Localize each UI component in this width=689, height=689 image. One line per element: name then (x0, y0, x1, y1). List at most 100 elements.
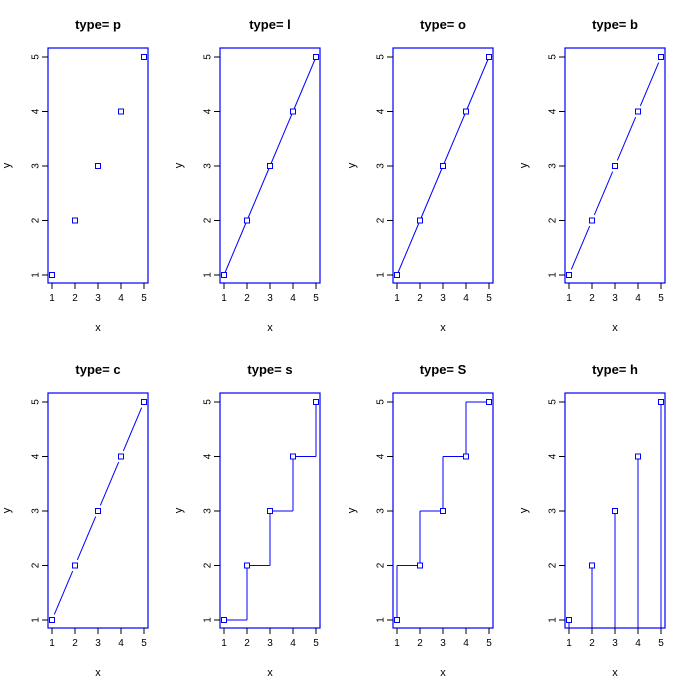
y-tick-label: 5 (548, 54, 559, 60)
series-line-segment (122, 407, 143, 452)
x-tick-label: 3 (95, 293, 101, 304)
x-axis-label: x (440, 322, 446, 334)
data-point (440, 508, 446, 514)
x-tick-label: 2 (244, 638, 250, 649)
y-tick-label: 4 (31, 108, 42, 114)
x-tick-label: 1 (221, 638, 227, 649)
x-tick-label: 3 (267, 293, 273, 304)
data-point (267, 508, 273, 514)
series-line-segment (419, 165, 444, 221)
y-axis-label: y (173, 162, 185, 168)
x-tick-label: 3 (612, 293, 618, 304)
panel-p: type= p 1 2 3 4 5 1 2 3 4 5 x y (1, 17, 149, 334)
x-tick-label: 4 (635, 638, 641, 649)
y-tick-label: 4 (376, 108, 387, 114)
data-point (95, 163, 101, 169)
data-point (244, 562, 250, 569)
y-tick-label: 2 (203, 217, 214, 223)
y-tick-label: 5 (376, 54, 387, 60)
y-tick-label: 1 (376, 272, 387, 278)
x-tick-label: 3 (267, 638, 273, 649)
x-tick-label: 4 (635, 293, 641, 304)
y-tick-label: 5 (548, 399, 559, 405)
chart-title: type= S (420, 362, 467, 377)
x-tick-label: 5 (486, 638, 492, 649)
x-tick-label: 5 (486, 293, 492, 304)
x-axis-label: x (95, 667, 101, 679)
x-tick-label: 4 (118, 293, 124, 304)
y-tick-label: 2 (376, 562, 387, 568)
y-axis-label: y (518, 507, 530, 513)
x-axis-label: x (267, 667, 273, 679)
data-point (49, 272, 55, 278)
data-point (440, 163, 446, 169)
data-point (635, 108, 641, 115)
y-tick-label: 4 (203, 453, 214, 459)
x-axis-label: x (612, 322, 618, 334)
data-point (267, 163, 273, 169)
x-tick-label: 2 (72, 293, 78, 304)
series-line-segment (269, 111, 294, 167)
data-point (221, 617, 227, 623)
panel-o: type= o 1 2 3 4 5 1 2 3 4 5 x y (346, 17, 494, 334)
data-point (394, 617, 400, 623)
y-tick-label: 2 (548, 217, 559, 223)
data-point (72, 562, 78, 569)
data-point (313, 399, 319, 405)
x-tick-label: 1 (221, 293, 227, 304)
x-tick-label: 1 (49, 638, 55, 649)
data-point (486, 54, 492, 60)
y-tick-label: 1 (548, 272, 559, 278)
y-tick-label: 3 (203, 163, 214, 169)
data-point (141, 399, 147, 405)
data-point (417, 217, 423, 224)
data-point (635, 453, 641, 460)
data-point (118, 453, 124, 460)
series-line-segment (442, 111, 467, 167)
panel-h: type= h 1 2 3 4 5 1 2 3 4 5 x y (518, 362, 666, 679)
x-tick-label: 4 (463, 293, 469, 304)
series-line-segment (246, 165, 271, 221)
series-line-segment (99, 461, 120, 506)
x-axis-label: x (612, 667, 618, 679)
x-tick-label: 2 (417, 293, 423, 304)
panel-b: type= b 1 2 3 4 5 1 2 3 4 5 x y (518, 17, 666, 334)
data-point (141, 54, 147, 60)
series-line-segment (616, 116, 637, 161)
data-point (463, 108, 469, 115)
x-tick-label: 3 (440, 293, 446, 304)
data-point (313, 54, 319, 60)
y-tick-label: 5 (31, 54, 42, 60)
y-tick-label: 4 (548, 108, 559, 114)
chart-title: type= c (75, 362, 120, 377)
y-axis-label: y (1, 507, 13, 513)
x-tick-label: 5 (658, 293, 664, 304)
data-point (612, 508, 618, 514)
x-tick-label: 3 (95, 638, 101, 649)
series-line-segment (76, 516, 97, 561)
data-point (658, 54, 664, 60)
data-point (589, 217, 595, 224)
x-tick-label: 3 (612, 638, 618, 649)
panel-c: type= c 1 2 3 4 5 1 2 3 4 5 x y (1, 362, 149, 679)
y-axis-label: y (346, 162, 358, 168)
y-tick-label: 3 (548, 163, 559, 169)
data-point (95, 508, 101, 514)
y-tick-label: 1 (203, 617, 214, 623)
data-point (118, 108, 124, 115)
x-tick-label: 2 (72, 638, 78, 649)
y-tick-label: 3 (376, 508, 387, 514)
series-line-segment (639, 62, 660, 107)
y-axis-label: y (518, 162, 530, 168)
x-tick-label: 1 (394, 293, 400, 304)
data-point (463, 453, 469, 460)
y-tick-label: 1 (31, 617, 42, 623)
x-tick-label: 2 (244, 293, 250, 304)
y-tick-label: 5 (203, 54, 214, 60)
series-line-segment (593, 171, 614, 216)
y-tick-label: 5 (31, 399, 42, 405)
x-tick-label: 4 (118, 638, 124, 649)
chart-title: type= b (592, 17, 638, 32)
y-axis-label: y (173, 507, 185, 513)
